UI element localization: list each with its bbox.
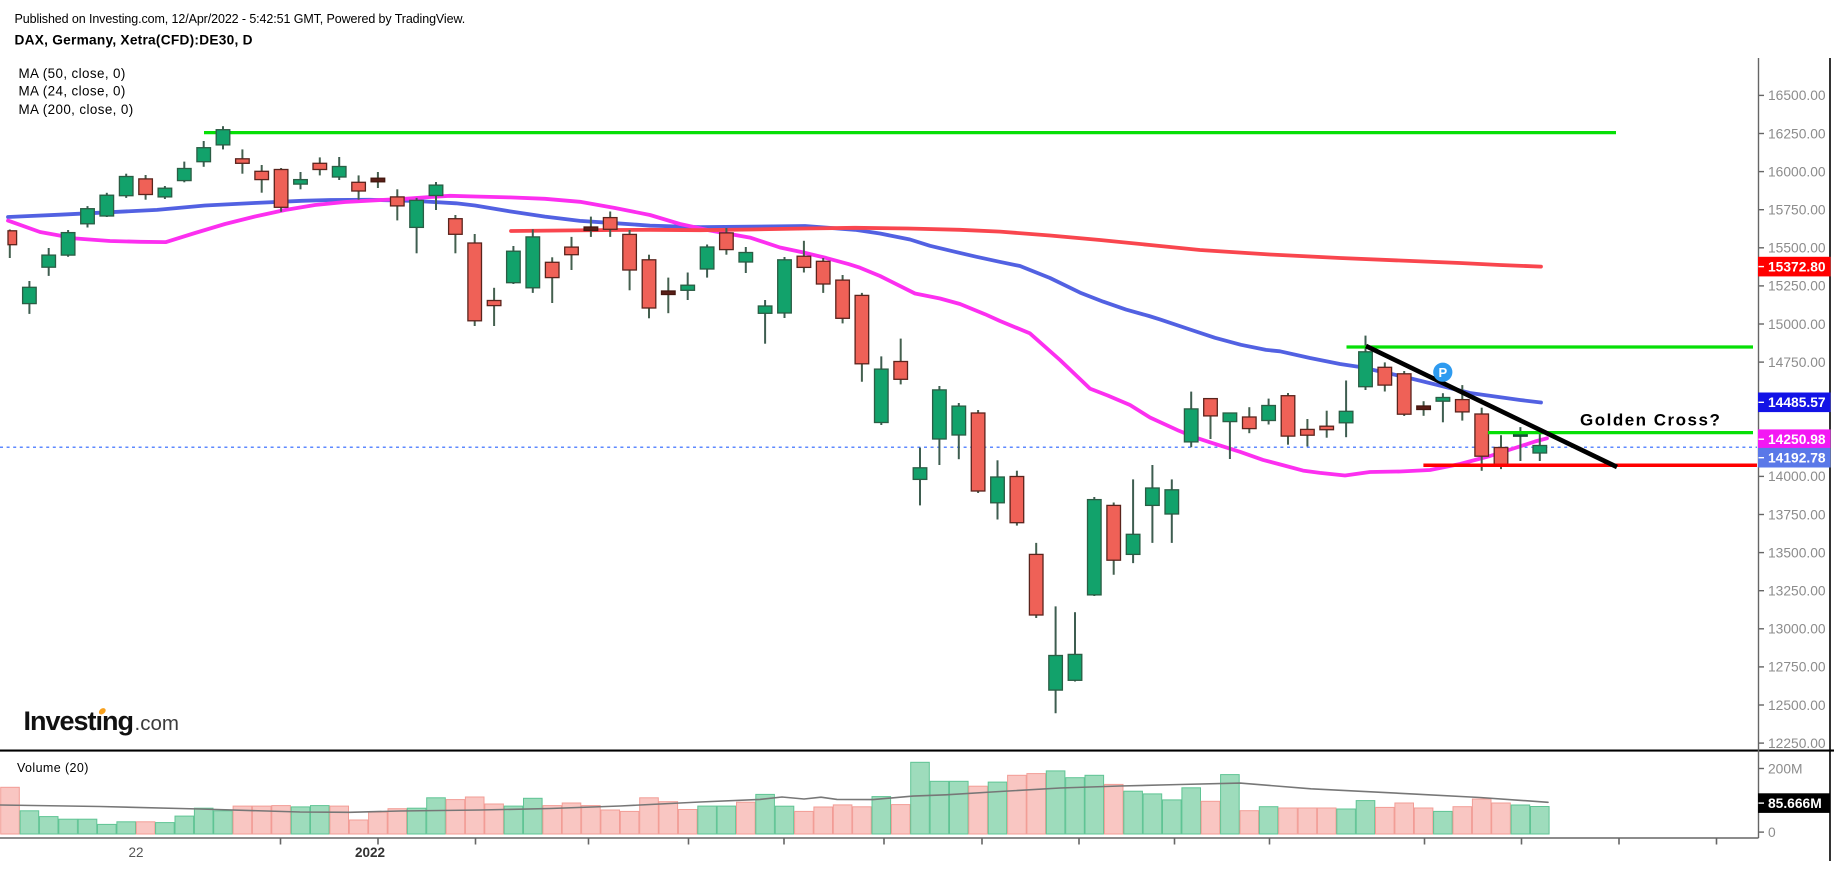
svg-text:DAX, Germany, Xetra(CFD):DE30,: DAX, Germany, Xetra(CFD):DE30, D (15, 33, 253, 48)
svg-text:2022: 2022 (355, 845, 385, 860)
svg-text:13250.00: 13250.00 (1768, 584, 1826, 599)
svg-text:MA (50, close, 0): MA (50, close, 0) (19, 66, 126, 81)
svg-text:Investıng: Investıng (24, 706, 134, 736)
svg-text:0: 0 (1768, 825, 1776, 840)
svg-text:P: P (1438, 365, 1447, 380)
svg-text:14192.78: 14192.78 (1768, 451, 1826, 466)
svg-text:13500.00: 13500.00 (1768, 545, 1826, 560)
svg-text:Published on Investing.com, 12: Published on Investing.com, 12/Apr/2022 … (15, 12, 466, 26)
svg-text:MA (24, close, 0): MA (24, close, 0) (19, 84, 126, 99)
svg-text:15500.00: 15500.00 (1768, 241, 1826, 256)
svg-text:14750.00: 14750.00 (1768, 355, 1826, 370)
svg-text:MA (200, close, 0): MA (200, close, 0) (19, 102, 134, 117)
svg-text:12500.00: 12500.00 (1768, 698, 1826, 713)
svg-text:14250.98: 14250.98 (1768, 432, 1826, 447)
svg-text:Golden Cross?: Golden Cross? (1580, 411, 1721, 430)
svg-text:15750.00: 15750.00 (1768, 203, 1826, 218)
svg-text:15250.00: 15250.00 (1768, 279, 1826, 294)
svg-text:.com: .com (135, 712, 179, 735)
svg-text:22: 22 (128, 845, 143, 860)
svg-text:16250.00: 16250.00 (1768, 126, 1826, 141)
svg-text:16500.00: 16500.00 (1768, 88, 1826, 103)
svg-text:12750.00: 12750.00 (1768, 660, 1826, 675)
svg-text:16000.00: 16000.00 (1768, 164, 1826, 179)
svg-text:13000.00: 13000.00 (1768, 622, 1826, 637)
svg-text:14000.00: 14000.00 (1768, 469, 1826, 484)
svg-text:200M: 200M (1768, 761, 1803, 776)
svg-text:12250.00: 12250.00 (1768, 736, 1826, 751)
svg-text:Volume (20): Volume (20) (17, 761, 89, 775)
svg-text:15372.80: 15372.80 (1768, 259, 1826, 274)
svg-text:14485.57: 14485.57 (1768, 395, 1826, 410)
svg-text:13750.00: 13750.00 (1768, 507, 1826, 522)
svg-text:85.666M: 85.666M (1768, 796, 1822, 811)
svg-text:15000.00: 15000.00 (1768, 317, 1826, 332)
